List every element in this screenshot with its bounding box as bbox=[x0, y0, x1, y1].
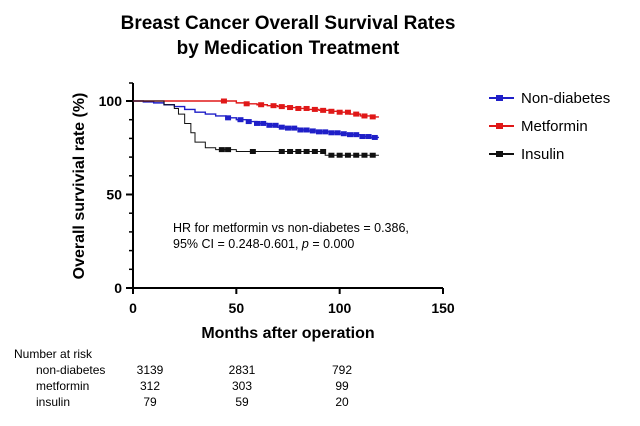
confidence-interval-annotation: 95% CI = 0.248-0.601, p = 0.000 bbox=[173, 237, 354, 251]
y-tick-label: 0 bbox=[114, 280, 122, 296]
hazard-ratio-annotation: HR for metformin vs non-diabetes = 0.386… bbox=[173, 221, 409, 235]
censor-mark-non-diabetes bbox=[359, 134, 366, 140]
censor-mark-non-diabetes bbox=[297, 127, 304, 133]
y-axis-title: Overall survivial rate (%) bbox=[71, 93, 88, 280]
censor-mark-insulin bbox=[320, 148, 327, 154]
x-ticks: 0 50 100 150 bbox=[129, 288, 455, 316]
x-axis-title: Months after operation bbox=[201, 325, 374, 342]
series-line-insulin bbox=[133, 100, 379, 156]
x-tick-label: 100 bbox=[328, 300, 352, 316]
censor-mark-non-diabetes bbox=[309, 128, 316, 134]
censor-mark-non-diabetes bbox=[291, 125, 298, 131]
censor-mark-metformin bbox=[328, 108, 335, 114]
censor-mark-non-diabetes bbox=[353, 132, 360, 138]
risk-cell: 792 bbox=[332, 363, 352, 377]
risk-cell: 312 bbox=[140, 379, 160, 393]
legend-marker-non-diabetes bbox=[496, 95, 503, 101]
p-value: = 0.000 bbox=[309, 237, 355, 251]
censor-mark-non-diabetes bbox=[278, 124, 285, 130]
censor-mark-non-diabetes bbox=[237, 117, 244, 123]
censor-mark-metformin bbox=[311, 106, 318, 112]
risk-cell: 59 bbox=[235, 395, 249, 409]
censor-mark-non-diabetes bbox=[347, 132, 353, 138]
censor-mark-non-diabetes bbox=[316, 129, 322, 135]
legend-label-non-diabetes: Non-diabetes bbox=[521, 90, 610, 107]
censor-mark-non-diabetes bbox=[322, 129, 329, 135]
censor-mark-metformin bbox=[270, 103, 277, 109]
series-layer bbox=[133, 98, 379, 158]
censor-mark-metformin bbox=[243, 101, 250, 107]
legend: Non-diabetes Metformin Insulin bbox=[489, 90, 610, 163]
x-tick-label: 150 bbox=[431, 300, 455, 316]
censor-mark-non-diabetes bbox=[285, 125, 291, 131]
censor-mark-insulin bbox=[303, 148, 310, 154]
censor-mark-metformin bbox=[278, 104, 285, 110]
censor-mark-insulin bbox=[225, 147, 232, 153]
censor-mark-insulin bbox=[295, 148, 302, 154]
legend-label-insulin: Insulin bbox=[521, 146, 564, 163]
censor-mark-non-diabetes bbox=[272, 122, 279, 128]
ci-prefix: 95% CI = 0.248-0.601, bbox=[173, 237, 302, 251]
censor-mark-non-diabetes bbox=[254, 120, 260, 126]
risk-row-label: non-diabetes bbox=[36, 363, 105, 377]
legend-marker-insulin bbox=[496, 151, 503, 157]
risk-cell: 20 bbox=[335, 395, 349, 409]
censor-mark-insulin bbox=[344, 152, 351, 158]
censor-mark-non-diabetes bbox=[303, 127, 310, 133]
y-ticks: 0 50 100 bbox=[99, 82, 133, 296]
risk-cell: 99 bbox=[335, 379, 349, 393]
p-symbol: p bbox=[301, 237, 309, 251]
censor-mark-metformin bbox=[361, 113, 368, 119]
censor-mark-insulin bbox=[353, 152, 360, 158]
censor-mark-metformin bbox=[344, 109, 351, 115]
censor-mark-non-diabetes bbox=[266, 122, 273, 128]
risk-cell: 2831 bbox=[229, 363, 256, 377]
censor-mark-non-diabetes bbox=[340, 131, 347, 137]
risk-table: non-diabetes 3139 2831 792 metformin 312 303 99… bbox=[36, 363, 352, 409]
censor-mark-metformin bbox=[258, 102, 265, 108]
censor-mark-non-diabetes bbox=[225, 115, 232, 121]
censor-mark-non-diabetes bbox=[365, 134, 372, 140]
y-tick-label: 50 bbox=[106, 187, 122, 203]
censor-mark-metformin bbox=[353, 111, 360, 117]
x-tick-label: 50 bbox=[229, 300, 245, 316]
censor-mark-insulin bbox=[218, 147, 225, 153]
censor-mark-insulin bbox=[328, 152, 335, 158]
censor-mark-metformin bbox=[320, 107, 327, 113]
censor-mark-insulin bbox=[287, 148, 294, 154]
axes bbox=[132, 83, 443, 289]
censor-mark-metformin bbox=[287, 105, 294, 111]
censor-mark-insulin bbox=[336, 152, 343, 158]
censor-mark-non-diabetes bbox=[260, 120, 267, 126]
censor-mark-insulin bbox=[369, 152, 376, 158]
legend-marker-metformin bbox=[496, 123, 503, 129]
censor-mark-insulin bbox=[249, 148, 256, 154]
censor-mark-non-diabetes bbox=[245, 119, 252, 125]
risk-cell: 3139 bbox=[137, 363, 164, 377]
risk-row-label: metformin bbox=[36, 379, 89, 393]
censor-mark-insulin bbox=[361, 152, 368, 158]
censor-mark-metformin bbox=[220, 98, 227, 104]
censor-mark-metformin bbox=[303, 105, 310, 111]
risk-cell: 303 bbox=[232, 379, 252, 393]
censor-mark-non-diabetes bbox=[371, 134, 378, 140]
y-tick-label: 100 bbox=[99, 93, 123, 109]
censor-mark-metformin bbox=[295, 105, 302, 111]
risk-table-header: Number at risk bbox=[14, 347, 93, 361]
censor-mark-metformin bbox=[369, 114, 376, 120]
censor-mark-metformin bbox=[336, 109, 343, 115]
risk-row-label: insulin bbox=[36, 395, 70, 409]
chart-title-line-1: Breast Cancer Overall Survival Rates bbox=[121, 13, 456, 34]
censor-mark-insulin bbox=[278, 148, 285, 154]
risk-cell: 79 bbox=[143, 395, 157, 409]
x-tick-label: 0 bbox=[129, 300, 137, 316]
censor-mark-non-diabetes bbox=[328, 130, 335, 136]
legend-label-metformin: Metformin bbox=[521, 118, 588, 135]
censor-mark-insulin bbox=[311, 148, 318, 154]
censor-mark-non-diabetes bbox=[334, 130, 341, 136]
chart-title-line-2: by Medication Treatment bbox=[177, 38, 400, 59]
